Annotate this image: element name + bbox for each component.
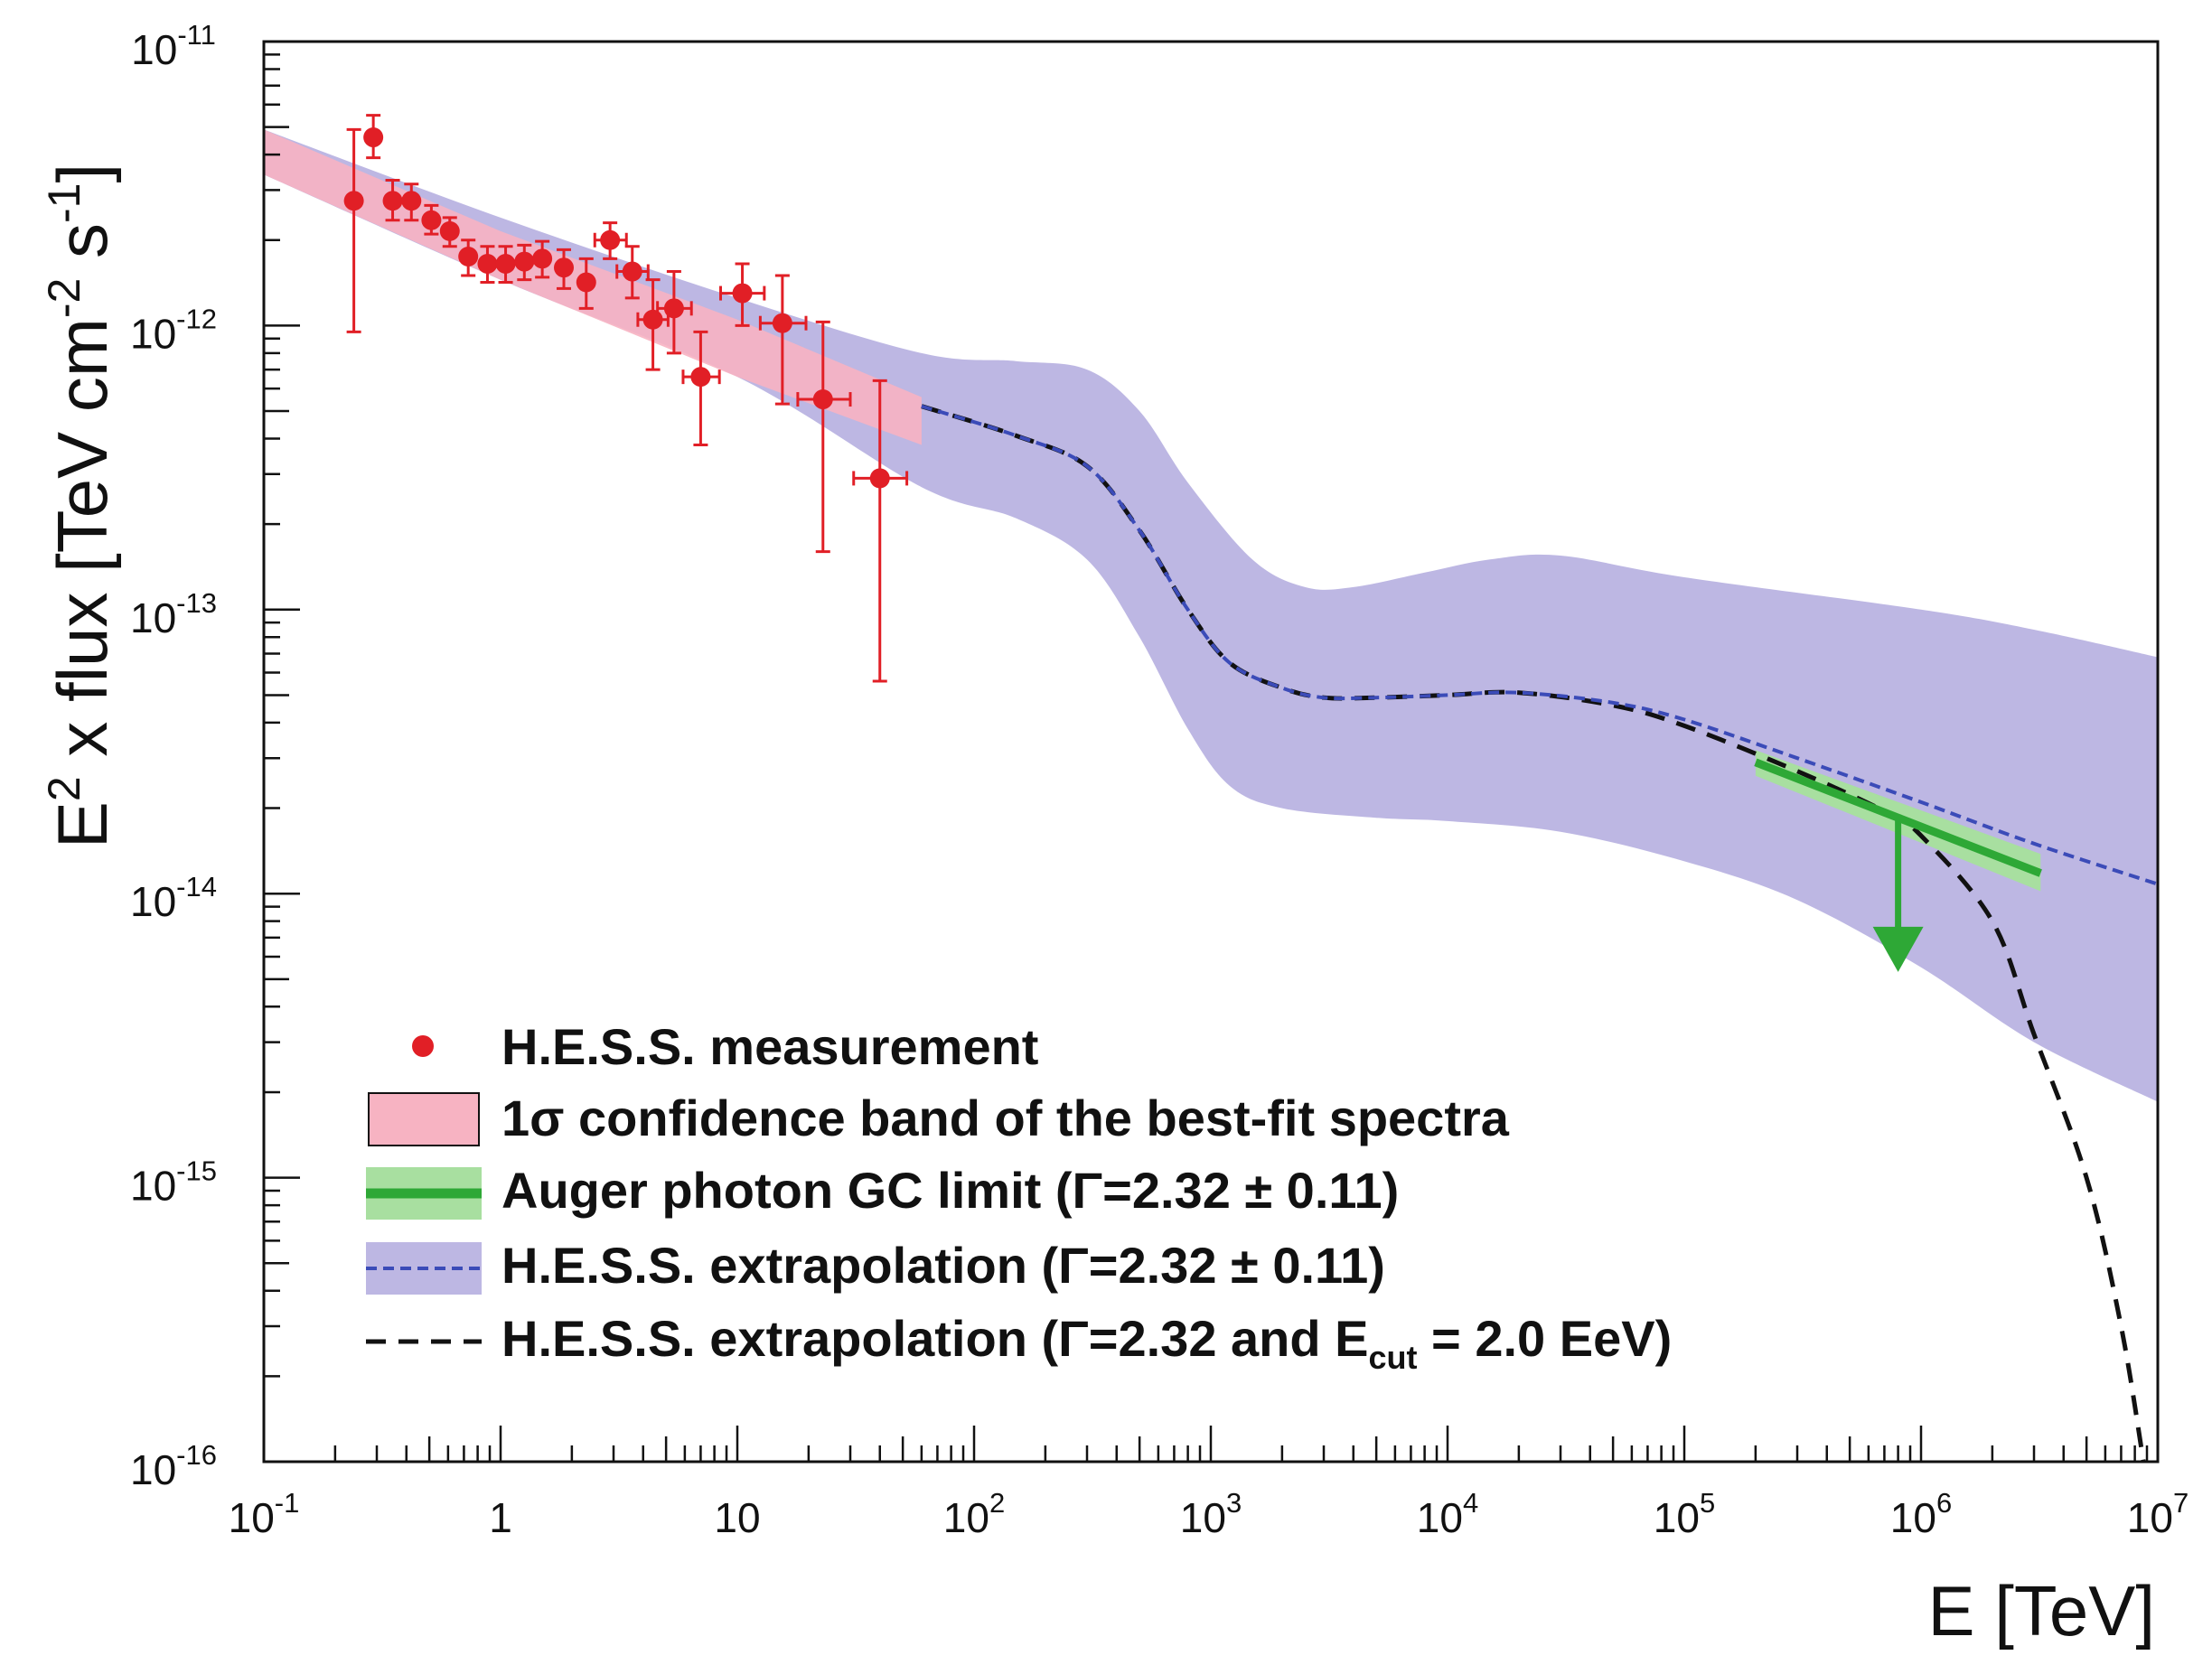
hess-data-point xyxy=(656,270,693,355)
data-marker xyxy=(576,272,596,293)
x-tick-label: 10-1 xyxy=(229,1487,300,1541)
y-axis-title: E2 x flux [TeV cm-2 s-1] xyxy=(39,164,122,848)
data-marker xyxy=(553,257,574,278)
hess-data-point xyxy=(477,245,498,285)
legend-label-band: 1σ confidence band of the best-fit spect… xyxy=(501,1090,1510,1146)
data-marker xyxy=(382,191,403,211)
x-tick-label: 107 xyxy=(2127,1487,2189,1541)
x-tick-label: 10 xyxy=(714,1494,760,1541)
data-marker xyxy=(663,298,684,319)
legend-label-points: H.E.S.S. measurement xyxy=(501,1018,1038,1075)
hess-data-point xyxy=(615,245,650,300)
hess-data-point xyxy=(458,238,479,277)
data-marker xyxy=(514,251,535,272)
hess-data-point xyxy=(719,262,766,327)
data-marker xyxy=(421,210,442,230)
data-marker xyxy=(439,220,460,241)
legend-swatch-band xyxy=(368,1092,480,1146)
auger-arrow-head xyxy=(1872,926,1924,972)
hess-data-point xyxy=(796,320,852,554)
hess-data-point xyxy=(401,182,422,222)
data-marker xyxy=(732,283,753,304)
y-tick-label: 10-16 xyxy=(130,1439,217,1493)
y-tick-label: 10-14 xyxy=(130,871,217,925)
hess-data-point xyxy=(495,245,516,285)
hess-data-point xyxy=(514,243,535,282)
legend-label-auger: Auger photon GC limit (Γ=2.32 ± 0.11) xyxy=(501,1162,1399,1219)
x-tick-label: 105 xyxy=(1654,1487,1715,1541)
hess-data-point xyxy=(681,330,721,447)
extrapolation-line xyxy=(921,404,2159,886)
points-layer xyxy=(343,114,909,683)
legend-swatch-points xyxy=(412,1035,434,1057)
hess-data-point xyxy=(553,248,574,290)
data-marker xyxy=(477,254,498,275)
x-axis-title: E [TeV] xyxy=(1928,1571,2155,1651)
data-marker xyxy=(869,468,890,489)
y-tick-label: 10-11 xyxy=(131,19,216,73)
cutoff-extrapolation-line xyxy=(921,404,2146,1463)
hess-data-point xyxy=(576,257,596,310)
data-marker xyxy=(495,254,516,275)
data-marker xyxy=(401,191,422,211)
band-layer xyxy=(264,129,2158,1102)
data-marker xyxy=(772,313,792,333)
hess-data-point xyxy=(593,221,628,260)
hess-data-point xyxy=(343,127,364,333)
legend-label-cutoff: H.E.S.S. extrapolation (Γ=2.32 and Ecut … xyxy=(501,1310,1672,1376)
legend-label-extrap: H.E.S.S. extrapolation (Γ=2.32 ± 0.11) xyxy=(501,1237,1385,1294)
axes: 10-1 1 10 102 103 104 105 106 10710-1110-1210-13… xyxy=(130,19,2189,1541)
data-marker xyxy=(343,191,364,211)
data-marker xyxy=(812,389,833,410)
y-tick-label: 10-15 xyxy=(130,1155,217,1210)
data-marker xyxy=(458,246,479,267)
data-marker xyxy=(532,248,553,269)
y-tick-label: 10-13 xyxy=(130,587,217,641)
hess-data-point xyxy=(532,239,553,279)
data-marker xyxy=(363,127,384,148)
x-tick-label: 104 xyxy=(1417,1487,1478,1541)
hess-data-point xyxy=(382,178,403,222)
legend: H.E.S.S. measurement 1σ confidence band … xyxy=(366,1018,1672,1376)
x-tick-label: 102 xyxy=(943,1487,1005,1541)
data-marker xyxy=(690,367,711,388)
y-tick-label: 10-12 xyxy=(130,303,217,357)
data-marker xyxy=(600,229,621,250)
x-tick-label: 103 xyxy=(1180,1487,1242,1541)
data-marker xyxy=(622,261,642,282)
x-tick-label: 1 xyxy=(489,1494,512,1541)
hess-data-point xyxy=(363,114,384,160)
hess-data-point xyxy=(852,379,909,683)
x-tick-label: 106 xyxy=(1890,1487,1952,1541)
hess-data-point xyxy=(421,203,442,236)
data-marker xyxy=(642,309,663,330)
line-layer xyxy=(921,404,2159,1463)
hess-data-point xyxy=(758,274,808,406)
hess-data-point xyxy=(439,216,460,248)
